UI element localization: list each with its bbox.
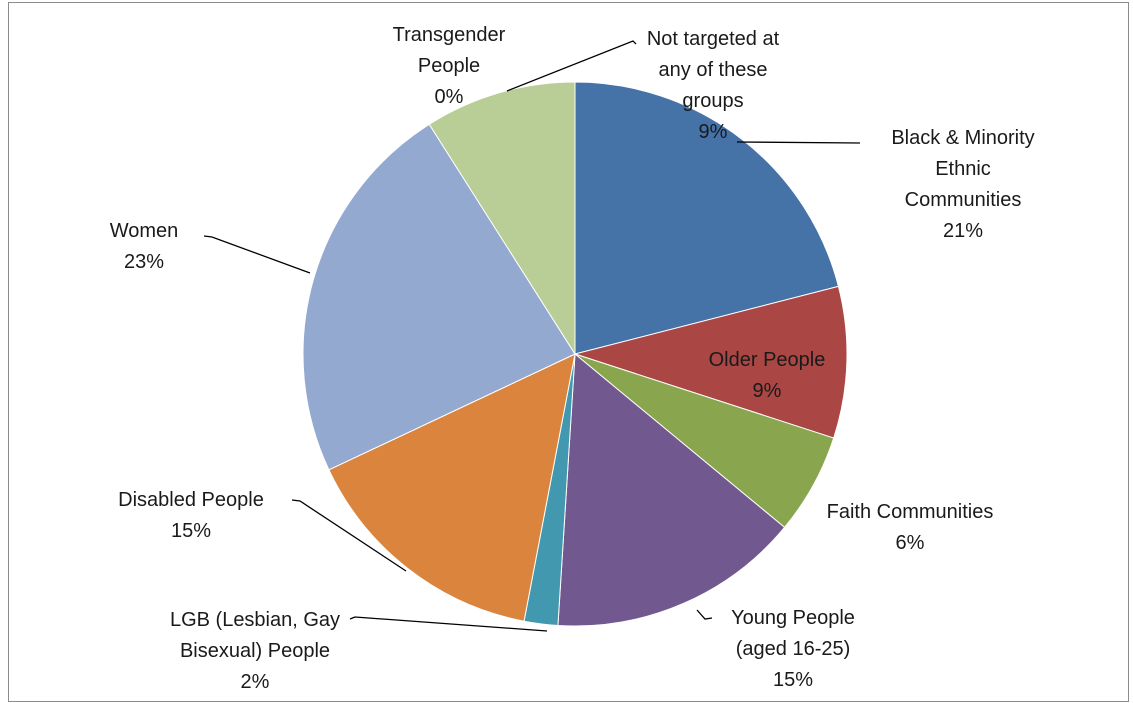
- slice-label: Black & Minority Ethnic Communities 21%: [891, 127, 1034, 242]
- slice-name-line: Ethnic: [935, 158, 991, 180]
- slice-name-line: any of these: [659, 59, 768, 81]
- pie-slice: [428, 81, 576, 356]
- slice-name-line: Transgender: [393, 24, 506, 46]
- slice-label: Faith Communities 6%: [827, 501, 994, 554]
- leader-line: [349, 616, 548, 632]
- slice-percent: 9%: [753, 380, 782, 402]
- slice-percent: 6%: [896, 532, 925, 554]
- slice-name-line: Black & Minority: [891, 127, 1034, 149]
- chart-frame: Black & Minority Ethnic Communities 21% Olde…: [8, 2, 1129, 702]
- slice-name-line: People: [418, 55, 480, 77]
- slice-name-line: Young People: [731, 607, 855, 629]
- slice-percent: 2%: [241, 671, 270, 693]
- slice-name-line: LGB (Lesbian, Gay: [170, 609, 340, 631]
- slice-label: LGB (Lesbian, Gay Bisexual) People 2%: [170, 609, 340, 693]
- leader-line: [506, 40, 637, 92]
- slice-name-line: Older People: [709, 349, 826, 371]
- slice-name-line: Not targeted at: [647, 28, 780, 50]
- slice-name-line: (aged 16-25): [736, 638, 851, 660]
- slice-percent: 23%: [124, 251, 164, 273]
- leader-line: [291, 499, 407, 572]
- slice-percent: 15%: [773, 669, 813, 691]
- slice-percent: 21%: [943, 220, 983, 242]
- slice-name-line: Women: [110, 220, 179, 242]
- pie-slice: [328, 353, 576, 622]
- slice-name-line: Bisexual) People: [180, 640, 330, 662]
- slice-label: Women 23%: [110, 220, 179, 273]
- slice-percent: 15%: [171, 520, 211, 542]
- pie-chart: Black & Minority Ethnic Communities 21% Olde…: [110, 24, 1035, 693]
- slice-label: Young People (aged 16-25) 15%: [731, 607, 855, 691]
- pie-slice: [573, 285, 848, 439]
- slice-label: Transgender People 0%: [393, 24, 506, 108]
- slice-name-line: Disabled People: [118, 489, 264, 511]
- pie-slice: [302, 123, 576, 471]
- slice-percent: 9%: [699, 121, 728, 143]
- slice-percent: 0%: [435, 86, 464, 108]
- slice-label: Older People 9%: [709, 349, 826, 402]
- slice-label: Disabled People 15%: [118, 489, 264, 542]
- leader-line: [736, 141, 861, 144]
- pie-slice: [574, 81, 840, 355]
- leader-line: [203, 235, 311, 274]
- pie-slice: [557, 352, 786, 627]
- slice-name-line: Communities: [905, 189, 1022, 211]
- slice-label: Not targeted at any of these groups 9%: [647, 28, 780, 143]
- slice-name-line: groups: [682, 90, 743, 112]
- slice-name-line: Faith Communities: [827, 501, 994, 523]
- leader-line: [696, 609, 713, 620]
